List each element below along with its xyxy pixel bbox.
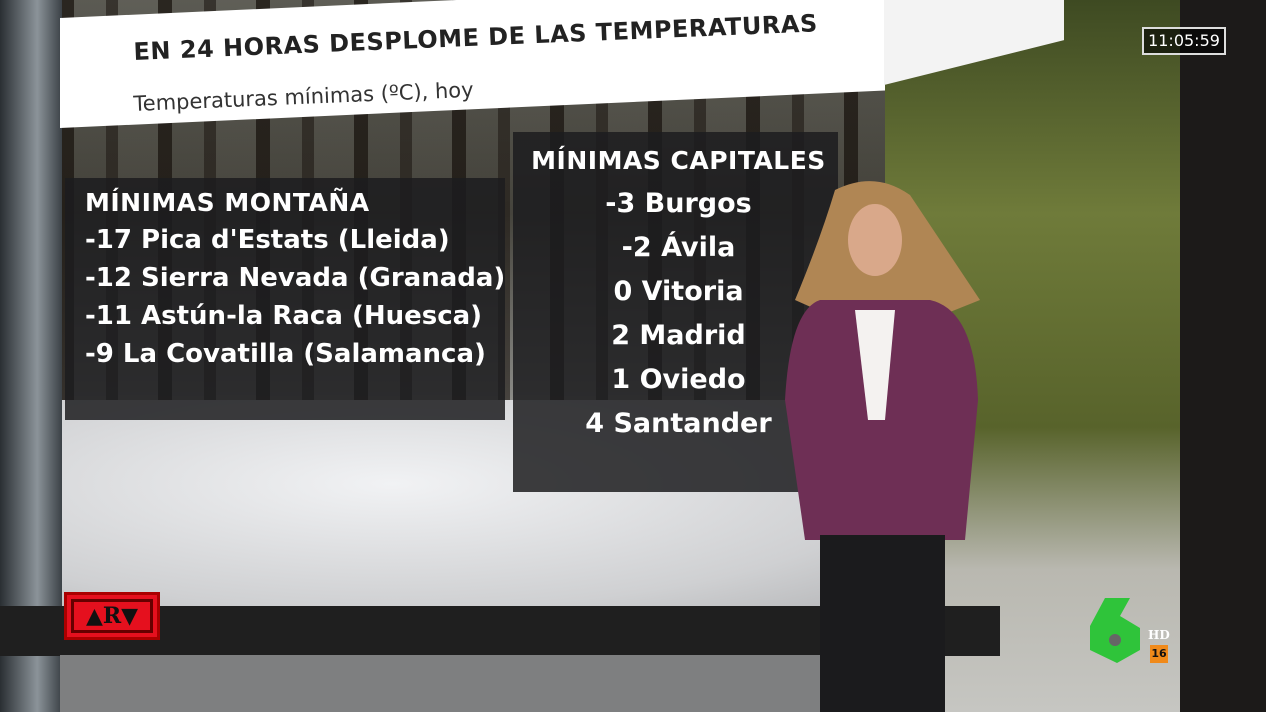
mountain-minimums-panel: MÍNIMAS MONTAÑA -17 Pica d'Estats (Lleid… [65,178,505,420]
studio-floor [60,655,920,712]
presenter [785,181,980,712]
list-item: -3 Burgos [605,188,752,219]
arv-program-logo: ▲R▼ [64,592,160,640]
age-rating-badge: 16 [1150,645,1168,663]
list-item: -12 Sierra Nevada (Granada) [85,263,506,293]
list-item: 1 Oviedo [611,364,746,395]
panel-heading: MÍNIMAS MONTAÑA [85,188,370,217]
studio-edge [1180,0,1266,712]
list-item: -17 Pica d'Estats (Lleida) [85,225,450,255]
list-item: -9 La Covatilla (Salamanca) [85,339,486,369]
list-item: -11 Astún-la Raca (Huesca) [85,301,483,331]
panel-heading: MÍNIMAS CAPITALES [531,146,826,175]
list-item: 4 Santander [585,408,772,439]
left-snow-panel [0,0,62,712]
capitals-minimums-panel: MÍNIMAS CAPITALES -3 Burgos -2 Ávila 0 V… [513,132,838,492]
list-item: -2 Ávila [621,232,736,263]
clock: 11:05:59 [1142,27,1226,55]
list-item: 0 Vitoria [613,276,744,307]
lasexta-logo-icon [1090,598,1140,663]
list-item: 2 Madrid [611,320,746,351]
hd-badge: HD [1148,628,1170,642]
